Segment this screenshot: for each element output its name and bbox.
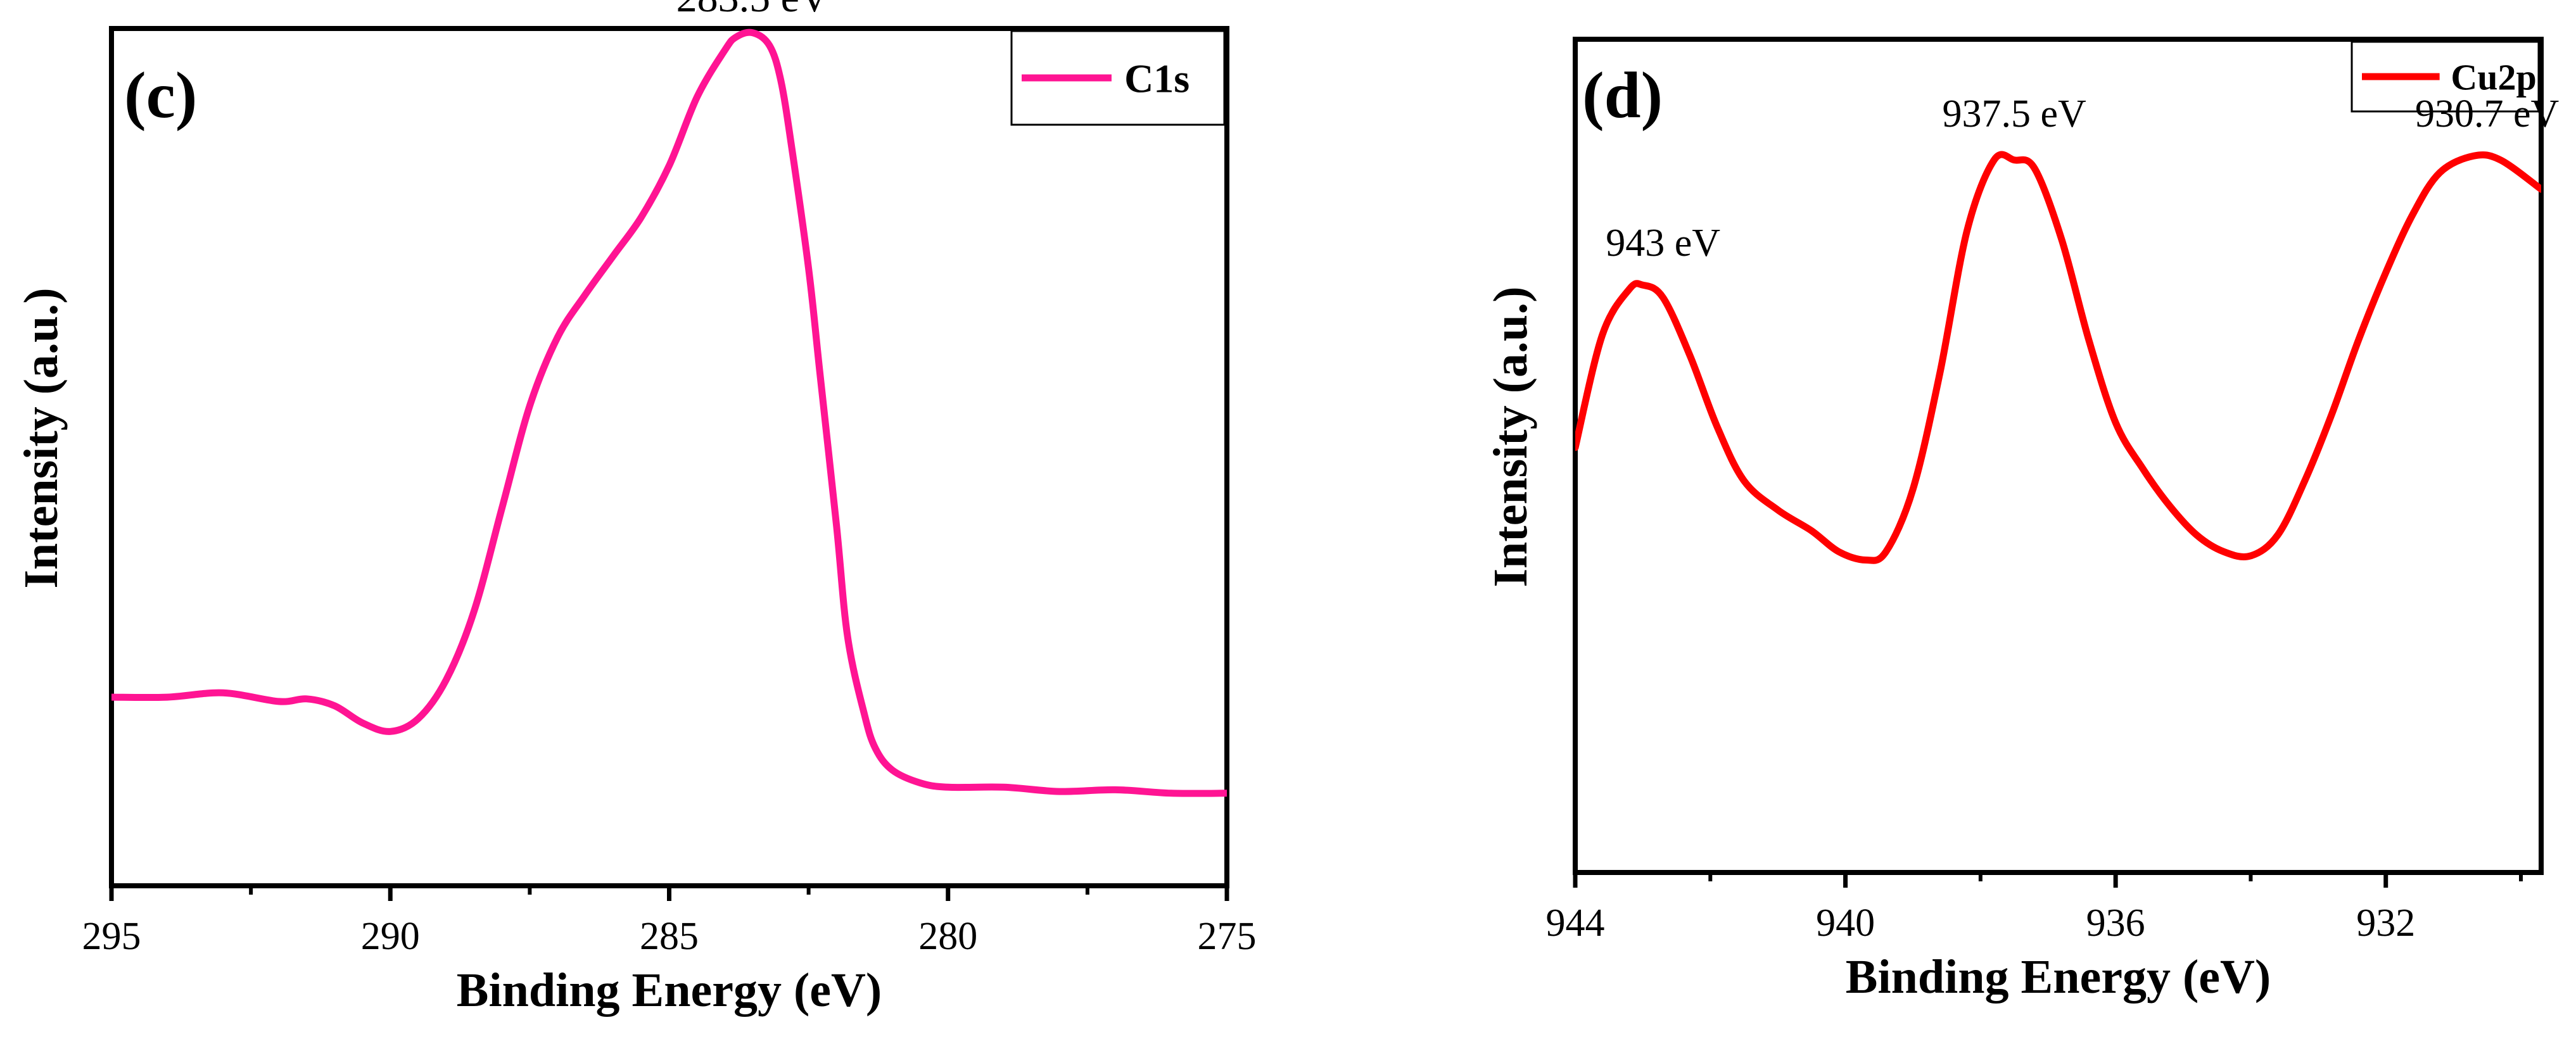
panel-d-chart: 944 940 936 932 Binding Energy (eV) Intensity… <box>1484 37 2560 1004</box>
x-tick-label: 280 <box>918 915 977 958</box>
series-line-cu2p <box>1575 151 2541 564</box>
peak-annotation: 937.5 eV <box>1943 92 2087 135</box>
x-tick-label: 290 <box>361 915 420 958</box>
plot-frame <box>1573 37 2544 875</box>
legend-label: Cu2p <box>2451 56 2536 98</box>
y-axis-label: Intensity (a.u.) <box>15 287 68 588</box>
peak-annotation: 283.5 eV <box>676 0 830 21</box>
legend-label: C1s <box>1124 56 1190 101</box>
panel-c-chart: 295 290 285 280 275 Binding Energy (eV) Intens… <box>15 0 1257 1017</box>
x-tick-label: 295 <box>82 915 141 958</box>
x-tick-label: 932 <box>2356 902 2415 945</box>
x-axis-label: Binding Energy (eV) <box>1846 950 2271 1004</box>
peak-annotation: 930.7 eV <box>2415 92 2560 135</box>
x-axis-label: Binding Energy (eV) <box>457 964 882 1017</box>
panel-label: (d) <box>1582 59 1663 132</box>
x-tick-label: 285 <box>640 915 699 958</box>
x-tick-label: 944 <box>1546 902 1605 945</box>
legend-box <box>1010 30 1226 126</box>
panel-label: (c) <box>124 59 197 132</box>
x-tick-label: 275 <box>1198 915 1257 958</box>
series-line-c1s <box>111 28 1227 797</box>
peak-annotation: 943 eV <box>1606 222 1720 265</box>
x-tick-label: 940 <box>1816 902 1875 945</box>
y-axis-label: Intensity (a.u.) <box>1484 286 1537 587</box>
x-tick-label: 936 <box>2086 902 2145 945</box>
